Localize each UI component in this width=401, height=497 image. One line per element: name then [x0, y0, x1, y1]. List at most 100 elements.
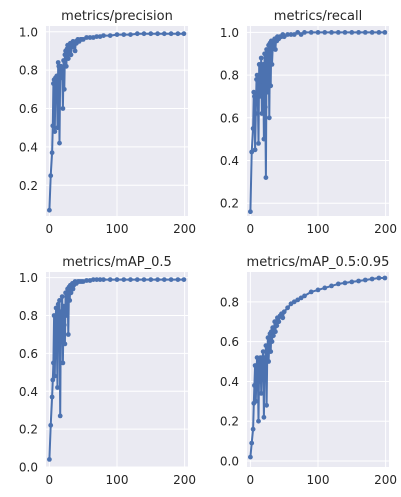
data-point	[62, 341, 68, 347]
data-point	[53, 322, 58, 328]
data-point	[269, 339, 275, 344]
data-point	[253, 398, 259, 404]
data-point	[59, 316, 64, 322]
data-point	[60, 106, 66, 111]
data-point	[61, 322, 67, 328]
data-point	[258, 55, 264, 61]
data-point	[114, 277, 120, 282]
y-tick-label: 0.6	[220, 111, 239, 125]
data-point	[273, 329, 278, 335]
data-point	[271, 333, 276, 339]
data-point	[256, 418, 261, 424]
data-point	[252, 363, 258, 368]
y-tick-label: 1.0	[19, 271, 38, 285]
data-point	[308, 289, 314, 295]
data-point	[47, 457, 52, 462]
y-tick-label: 0.4	[19, 140, 38, 154]
y-tick-label: 1.0	[220, 26, 239, 40]
data-point	[49, 394, 55, 400]
data-point	[342, 30, 348, 35]
data-point	[264, 402, 269, 408]
data-point	[258, 391, 264, 396]
data-point	[262, 51, 267, 57]
data-point	[262, 355, 267, 360]
data-point	[264, 89, 270, 95]
data-point	[107, 33, 113, 38]
data-point	[250, 126, 256, 131]
data-point	[315, 30, 321, 35]
data-point	[155, 31, 161, 37]
data-point	[65, 56, 71, 61]
data-point	[342, 280, 348, 286]
data-point	[121, 277, 127, 282]
data-point	[281, 309, 287, 315]
data-point	[181, 277, 187, 282]
data-point	[55, 385, 60, 390]
data-point	[369, 30, 375, 35]
data-point	[168, 277, 174, 282]
data-point	[255, 371, 261, 376]
data-point	[49, 150, 55, 156]
data-point	[280, 315, 286, 321]
data-point	[349, 279, 355, 285]
data-point	[50, 377, 56, 383]
data-point	[260, 72, 265, 78]
data-point	[362, 30, 368, 35]
data-point	[63, 63, 69, 69]
data-point	[59, 294, 65, 299]
data-point	[121, 32, 127, 37]
data-point	[94, 34, 100, 39]
data-point	[252, 147, 258, 153]
data-point	[266, 115, 272, 121]
data-point	[269, 62, 275, 67]
data-point	[51, 81, 56, 86]
data-point	[335, 30, 341, 35]
data-point	[60, 360, 66, 366]
data-point	[64, 294, 70, 299]
y-tick-label: 0.8	[220, 295, 239, 309]
data-point	[252, 383, 257, 388]
data-point	[70, 286, 76, 292]
data-point	[265, 335, 271, 341]
data-point	[258, 83, 263, 89]
data-point	[285, 305, 290, 311]
x-tick-label: 0	[247, 222, 255, 236]
y-tick-label: 0.8	[19, 309, 38, 323]
data-point	[148, 277, 154, 282]
data-point	[56, 332, 62, 337]
data-point	[57, 71, 63, 77]
data-point	[65, 332, 71, 337]
data-point	[67, 298, 73, 303]
chart-title: metrics/mAP_0.5:0.95	[247, 255, 390, 270]
x-tick-label: 100	[307, 222, 330, 236]
data-point	[51, 313, 57, 318]
data-point	[376, 30, 382, 35]
data-point	[276, 319, 282, 325]
data-point	[101, 33, 106, 38]
data-point	[268, 349, 274, 354]
data-point	[263, 175, 269, 181]
data-point	[256, 141, 261, 146]
data-point	[259, 111, 265, 116]
data-point	[261, 414, 267, 420]
data-point	[329, 30, 334, 35]
data-point	[175, 31, 181, 37]
chart-panel: metrics/precision 0.2 0.4 0.6 0.8 1.0 0 100 200	[19, 9, 196, 236]
data-point	[382, 275, 388, 281]
y-tick-label: 0.6	[220, 335, 239, 349]
data-point	[257, 94, 263, 99]
data-point	[128, 277, 133, 282]
y-tick-label: 0.8	[220, 69, 239, 83]
data-point	[262, 369, 268, 374]
y-tick-label: 0.0	[220, 455, 239, 469]
data-point	[84, 278, 89, 283]
data-point	[63, 313, 69, 318]
data-point	[349, 30, 355, 35]
chart-panel: metrics/mAP_0.5 0.0 0.2 0.4 0.6 0.8 1.0 0 100 200	[19, 255, 196, 487]
data-point	[260, 62, 266, 67]
data-point	[260, 349, 266, 354]
data-point	[51, 360, 56, 366]
data-point	[322, 30, 328, 35]
y-tick-label: 0.2	[220, 197, 239, 211]
data-point	[58, 309, 64, 315]
